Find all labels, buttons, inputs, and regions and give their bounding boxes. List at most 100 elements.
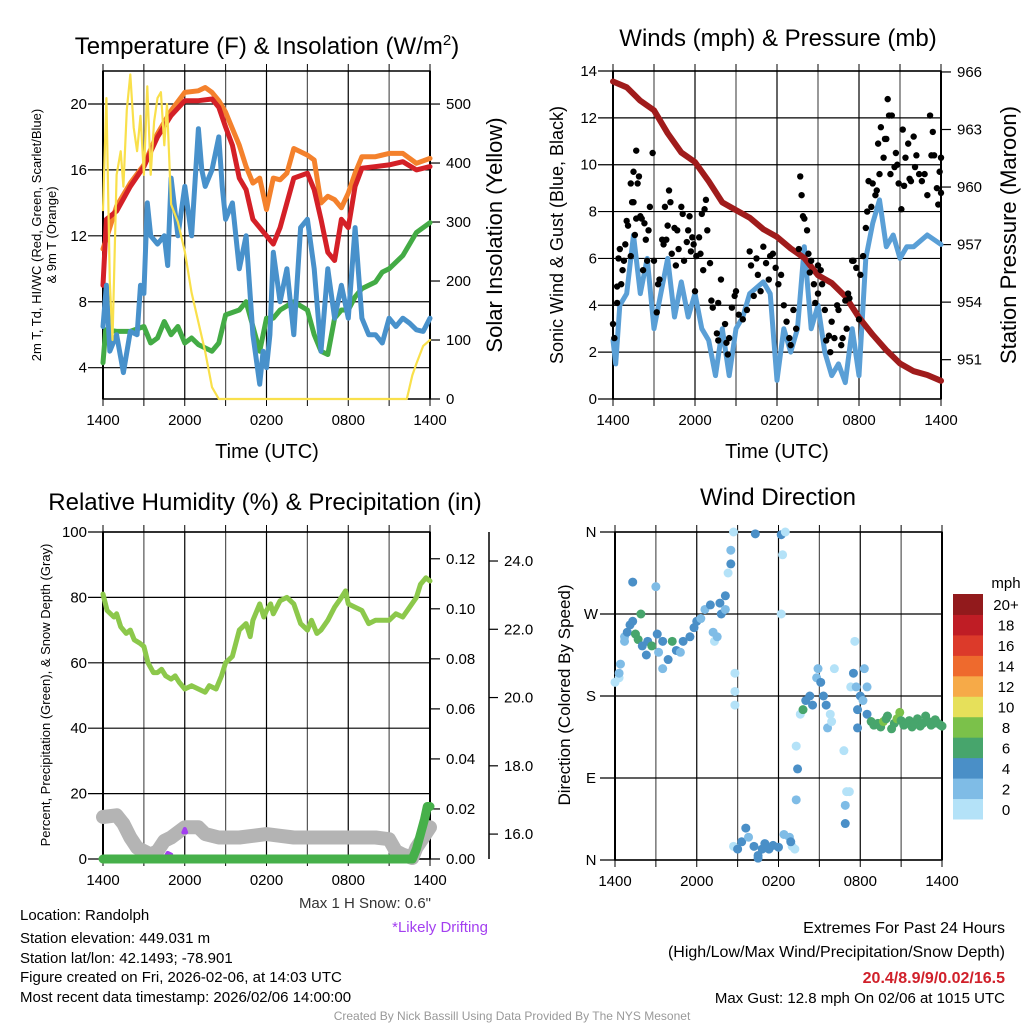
gust-point	[700, 266, 707, 274]
gust-point	[723, 339, 730, 346]
gust-point	[915, 170, 923, 178]
wind-direction-point	[720, 591, 730, 601]
colorbar-label: 4	[1002, 761, 1010, 778]
gust-point	[910, 133, 917, 140]
gust-point	[684, 227, 692, 234]
temperature-x-tick-label: 0200	[250, 412, 283, 429]
gust-point	[618, 281, 625, 288]
winds-y-tick-label: 14	[580, 63, 597, 80]
wind-direction-point	[744, 832, 754, 842]
gust-point	[668, 250, 675, 257]
wind-direction-point	[614, 668, 624, 678]
winds-chart-title: Winds (mph) & Pressure (mb)	[619, 25, 936, 52]
gust-point	[620, 257, 628, 264]
wind-direction-point	[652, 629, 662, 639]
gust-point	[937, 189, 945, 197]
gust-point	[675, 245, 682, 253]
gust-point	[850, 257, 857, 264]
gust-point	[698, 210, 706, 218]
wind-direction-point	[862, 682, 872, 692]
winds-x-tick-label: 1400	[596, 412, 629, 429]
gust-point	[839, 334, 846, 342]
gust-point	[627, 252, 634, 260]
wind-direction-point	[851, 682, 861, 692]
gust-point	[633, 147, 640, 154]
temperature-x-tick-label: 1400	[86, 412, 119, 429]
colorbar-label: 10	[998, 700, 1015, 717]
gust-point	[898, 206, 905, 213]
humidity-y-tick-label: 20	[70, 786, 87, 803]
snow-depth-y3-tick-label: 24.0	[504, 553, 533, 570]
wind-direction-point	[776, 609, 786, 619]
gust-point	[638, 215, 645, 222]
winds-x-tick-label: 2000	[678, 412, 711, 429]
gust-point	[765, 276, 772, 283]
gust-point	[624, 222, 632, 229]
gust-point	[680, 257, 688, 264]
gust-point	[807, 257, 815, 264]
elevation-text: Station elevation: 449.031 m	[20, 930, 210, 947]
wind-direction-point	[858, 696, 868, 706]
gust-point	[735, 311, 742, 318]
gust-point	[704, 227, 711, 234]
gust-point	[702, 196, 710, 204]
snow-depth-y3-tick-label: 16.0	[504, 826, 533, 843]
gust-point	[672, 262, 680, 269]
temperature-y-axis-label: 2m T, Td, HI/WC (Red, Green, Scarlet/Blu…	[29, 109, 44, 361]
gust-point	[686, 213, 693, 220]
wind-direction-point	[715, 598, 725, 608]
gust-point	[715, 337, 722, 344]
wind-direction-point	[791, 741, 801, 751]
gust-point	[883, 135, 890, 143]
gust-point	[792, 325, 800, 332]
gust-point	[900, 182, 908, 189]
humidity-x-tick-label: 1400	[413, 872, 446, 889]
wind-direction-point	[712, 632, 722, 642]
humidity-y-tick-label: 0	[79, 851, 87, 868]
gust-point	[795, 245, 803, 253]
direction-y-axis-label: Direction (Colored By Speed)	[555, 584, 574, 805]
gust-point	[862, 224, 870, 232]
gust-point	[724, 351, 731, 358]
gust-point	[936, 168, 943, 175]
wind-direction-point	[737, 837, 747, 847]
humidity-y2-tick-label: 0.12	[446, 551, 475, 568]
likely-drifting-note: *Likely Drifting	[392, 919, 488, 936]
snow-depth-y3-tick-label: 20.0	[504, 690, 533, 707]
gust-point	[801, 215, 808, 222]
gust-point	[646, 203, 654, 211]
winds-y-tick-label: 2	[589, 344, 597, 361]
wind-direction-point	[733, 844, 743, 854]
colorbar-swatch	[953, 594, 983, 615]
gust-point	[805, 250, 812, 257]
wind-direction-point	[628, 616, 638, 626]
wind-direction-point	[651, 582, 661, 592]
wind-direction-point	[696, 614, 706, 624]
gust-point	[926, 112, 934, 119]
wind-direction-point	[663, 655, 673, 665]
gust-point	[701, 206, 708, 213]
gust-point	[613, 299, 621, 307]
gust-point	[783, 318, 790, 325]
gust-point	[818, 281, 826, 288]
wind-direction-point	[805, 691, 815, 701]
gust-point	[653, 309, 660, 316]
gust-point	[631, 231, 639, 239]
wind-direction-point	[667, 636, 677, 646]
gust-point	[935, 201, 942, 208]
temperature-y-tick-label: 12	[70, 228, 87, 245]
winds-series-station-pressure	[610, 78, 944, 384]
wind-direction-point	[895, 707, 905, 717]
gust-point	[678, 203, 685, 211]
gust-point	[930, 152, 938, 159]
humidity-series-relative-humidity	[100, 575, 433, 695]
wind-direction-point	[786, 837, 796, 847]
gust-point	[877, 124, 885, 131]
gust-point	[754, 271, 762, 279]
colorbar-label: 8	[1002, 720, 1010, 737]
colorbar-label: 16	[998, 638, 1015, 655]
